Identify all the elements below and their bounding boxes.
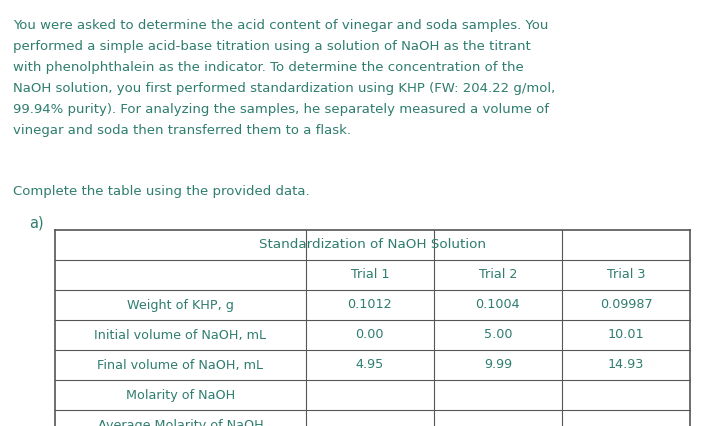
Text: Final volume of NaOH, mL: Final volume of NaOH, mL: [97, 359, 263, 371]
Text: performed a simple acid-base titration using a solution of NaOH as the titrant: performed a simple acid-base titration u…: [13, 40, 531, 53]
Text: a): a): [29, 215, 43, 230]
Text: NaOH solution, you first performed standardization using KHP (FW: 204.22 g/mol,: NaOH solution, you first performed stand…: [13, 82, 555, 95]
Text: 0.1012: 0.1012: [347, 299, 392, 311]
Text: vinegar and soda then transferred them to a flask.: vinegar and soda then transferred them t…: [13, 124, 351, 137]
Text: 99.94% purity). For analyzing the samples, he separately measured a volume of: 99.94% purity). For analyzing the sample…: [13, 103, 549, 116]
Text: 0.00: 0.00: [356, 328, 384, 342]
Text: with phenolphthalein as the indicator. To determine the concentration of the: with phenolphthalein as the indicator. T…: [13, 61, 523, 74]
Text: Trial 1: Trial 1: [351, 268, 389, 282]
Text: Initial volume of NaOH, mL: Initial volume of NaOH, mL: [95, 328, 266, 342]
Text: 10.01: 10.01: [608, 328, 644, 342]
Text: Trial 2: Trial 2: [479, 268, 517, 282]
Text: You were asked to determine the acid content of vinegar and soda samples. You: You were asked to determine the acid con…: [13, 19, 548, 32]
Text: Complete the table using the provided data.: Complete the table using the provided da…: [13, 185, 309, 199]
Text: 14.93: 14.93: [608, 359, 644, 371]
Text: 0.1004: 0.1004: [475, 299, 521, 311]
Text: 5.00: 5.00: [484, 328, 512, 342]
Text: Standardization of NaOH Solution: Standardization of NaOH Solution: [259, 239, 486, 251]
Text: Weight of KHP, g: Weight of KHP, g: [127, 299, 234, 311]
Text: 4.95: 4.95: [356, 359, 384, 371]
Text: Average Molarity of NaOH: Average Molarity of NaOH: [97, 418, 263, 426]
Text: Trial 3: Trial 3: [606, 268, 645, 282]
Text: 9.99: 9.99: [484, 359, 512, 371]
Text: 0.09987: 0.09987: [600, 299, 652, 311]
Text: Molarity of NaOH: Molarity of NaOH: [126, 389, 235, 401]
